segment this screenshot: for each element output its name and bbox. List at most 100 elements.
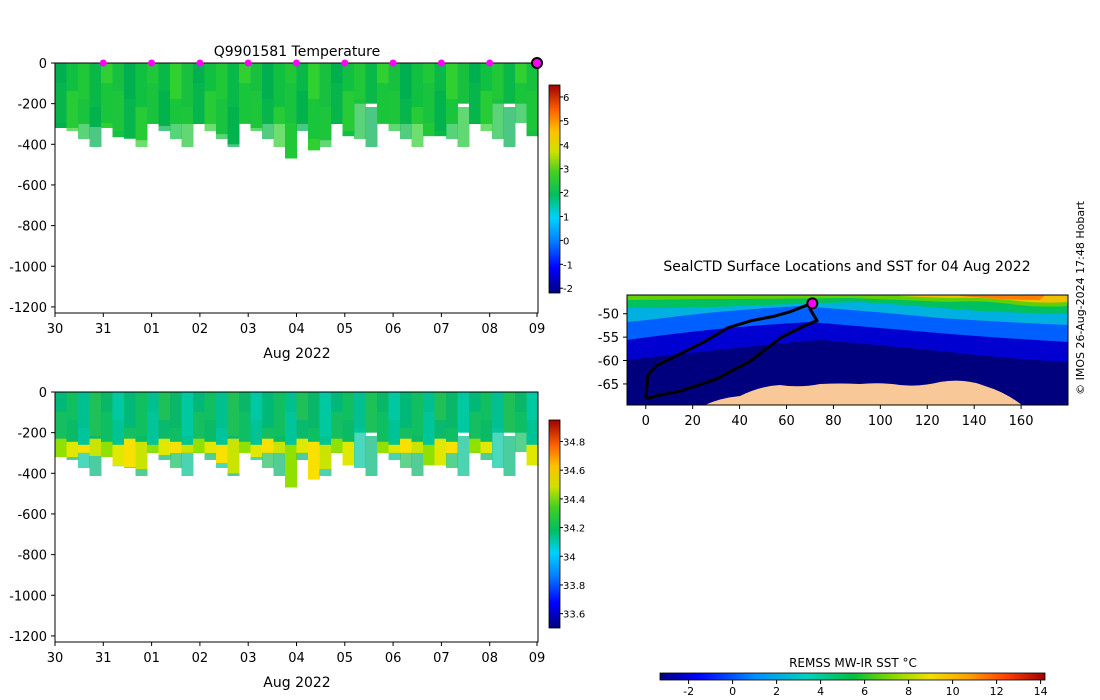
y-tick-label: -1200 [9, 301, 47, 316]
profile-column-layer [515, 412, 527, 452]
x-tick-label: 31 [95, 651, 112, 666]
salinity-panel: 0 -200 -400 -600 -800 -1000 -1200 30 31 01 02 03 04… [9, 386, 585, 691]
profile-column-layer [78, 99, 90, 139]
profile-column-deep [411, 441, 424, 453]
profile-column-layer [354, 99, 366, 139]
profile-column-layer [411, 107, 424, 147]
x-tick-label: 03 [240, 322, 257, 337]
sst-colorbar-tick-label: 4 [817, 685, 824, 698]
profile-column-deep [124, 438, 136, 468]
colorbar-tick-label: 5 [563, 117, 569, 128]
profile-column-layer [434, 91, 447, 131]
profile-column-layer [342, 91, 355, 131]
profile-column-deep [434, 438, 447, 466]
y-tick-label: -200 [17, 427, 47, 442]
profile-column-layer [273, 107, 286, 147]
map-x-tick-label: 0 [642, 414, 650, 429]
profile-column-layer [158, 91, 171, 131]
y-tick-label: 0 [39, 386, 47, 401]
map-x-tick-label: 20 [684, 414, 701, 429]
surface-marker [196, 59, 204, 67]
x-tick-label: 05 [337, 651, 354, 666]
y-tick-label: -800 [17, 549, 47, 564]
map-x-tick-label: 160 [1009, 414, 1034, 429]
profile-column-deep [147, 444, 159, 453]
profile-column-deep [112, 444, 125, 467]
profile-column-layer [480, 420, 493, 460]
x-tick-label: 09 [529, 651, 546, 666]
profile-column-layer [204, 91, 217, 131]
profile-column-deep [446, 441, 458, 453]
map-y-tick-label: -55 [598, 331, 619, 346]
profile-column-layer [308, 99, 320, 139]
sst-colorbar-tick-label: -2 [683, 685, 694, 698]
profile-column-deep [342, 441, 355, 466]
x-tick-label: 30 [47, 651, 64, 666]
map-y-tick-label: -50 [598, 308, 619, 323]
profile-column-layer [101, 83, 113, 123]
sst-colorbar-tick-label: 6 [861, 685, 868, 698]
colorbar-tick-label: 33.6 [563, 610, 585, 621]
profile-column-deep [158, 438, 171, 455]
profile-column-layer [365, 107, 378, 147]
sst-colorbar-tick-label: 14 [1034, 685, 1048, 698]
sst-band-warmer [627, 295, 1068, 307]
temperature-title: Q9901581 Temperature [214, 44, 381, 60]
sst-colorbar-tick-label: 10 [946, 685, 960, 698]
x-tick-label: 02 [192, 322, 209, 337]
salinity-profile-columns [55, 392, 539, 488]
map-x-tick-label: 80 [825, 414, 842, 429]
profile-column-layer [170, 99, 182, 139]
map-x-tick-label: 40 [731, 414, 748, 429]
x-tick-label: 31 [95, 322, 112, 337]
profile-column-layer [480, 91, 493, 131]
x-tick-label: 08 [481, 322, 498, 337]
map-x-tick-label: 140 [962, 414, 987, 429]
y-tick-label: -200 [17, 98, 47, 113]
map-y-tick-label: -65 [598, 378, 619, 393]
sst-map-y-axis: -50 -55 -60 -65 [598, 308, 627, 393]
x-tick-label: 04 [288, 651, 305, 666]
sst-map-title: SealCTD Surface Locations and SST for 04… [663, 259, 1030, 275]
profile-column [503, 392, 516, 433]
map-y-tick-label: -60 [598, 355, 619, 370]
y-tick-label: -600 [17, 179, 47, 194]
colorbar-tick-label: 33.8 [563, 581, 585, 592]
profile-column-layer [515, 83, 527, 123]
colorbar-tick-label: 2 [563, 189, 569, 200]
profile-column-deep [101, 441, 113, 457]
y-tick-label: -1000 [9, 260, 47, 275]
profile-column-deep [55, 438, 67, 457]
surface-marker [486, 59, 494, 67]
sst-colorbar-title: REMSS MW-IR SST °C [789, 656, 917, 670]
sst-map-x-axis: 0 20 40 60 80 100 120 140 160 [642, 405, 1034, 429]
y-tick-label: -600 [17, 508, 47, 523]
temperature-colorbar [548, 84, 561, 294]
x-tick-label: 08 [481, 651, 498, 666]
profile-column-layer [377, 83, 389, 123]
profile-column-layer [181, 436, 194, 476]
profile-column-deep [78, 444, 90, 453]
profile-column-layer [400, 99, 412, 139]
profile-column-layer [446, 99, 458, 139]
surface-marker [148, 59, 156, 67]
temperature-x-label: Aug 2022 [263, 346, 330, 362]
y-tick-label: 0 [39, 57, 47, 72]
surface-marker [389, 59, 397, 67]
temperature-x-axis: 30 31 01 02 03 04 05 06 07 08 09 [47, 313, 545, 337]
profile-column [354, 63, 366, 104]
profile-column-layer [124, 99, 136, 139]
colorbar-tick-label: 4 [563, 141, 569, 152]
profile-column-layer [135, 107, 148, 147]
surface-marker [293, 59, 300, 67]
x-tick-label: 07 [433, 651, 450, 666]
profile-column-deep [469, 438, 481, 453]
colorbar-tick-label: -2 [563, 284, 573, 295]
sst-colorbar-tick-label: 8 [905, 685, 912, 698]
profile-column-layer [526, 91, 539, 131]
profile-column [457, 392, 470, 433]
profile-column-layer [354, 428, 366, 468]
sst-band-hottest [960, 295, 1045, 300]
profile-column-deep [66, 441, 79, 457]
profile-column-layer [204, 420, 217, 460]
